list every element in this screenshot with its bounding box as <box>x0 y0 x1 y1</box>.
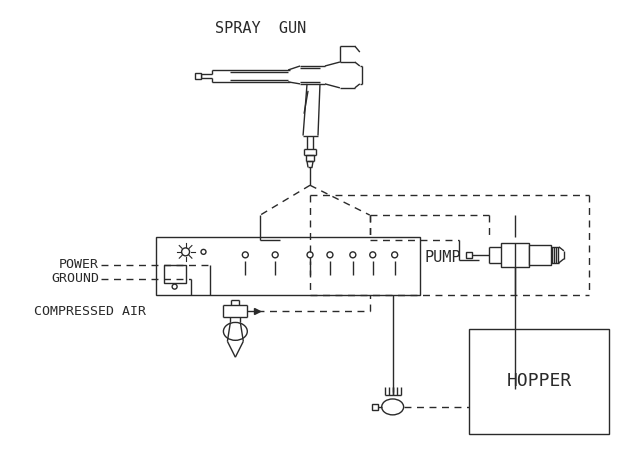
Text: HOPPER: HOPPER <box>506 372 572 390</box>
Ellipse shape <box>272 252 278 258</box>
Bar <box>156 237 420 294</box>
Ellipse shape <box>201 249 206 254</box>
Ellipse shape <box>350 252 356 258</box>
Ellipse shape <box>307 252 313 258</box>
Bar <box>529 245 551 265</box>
Ellipse shape <box>327 252 333 258</box>
Ellipse shape <box>392 252 398 258</box>
Ellipse shape <box>242 252 248 258</box>
Bar <box>501 243 529 267</box>
Text: COMPRESSED AIR: COMPRESSED AIR <box>34 305 146 318</box>
Ellipse shape <box>223 322 248 340</box>
Ellipse shape <box>382 399 404 415</box>
Bar <box>164 265 185 283</box>
Text: POWER: POWER <box>59 258 99 271</box>
Ellipse shape <box>172 284 177 289</box>
Bar <box>469 329 609 434</box>
Text: GROUND: GROUND <box>51 272 99 285</box>
Ellipse shape <box>182 248 189 256</box>
Text: SPRAY  GUN: SPRAY GUN <box>215 21 306 36</box>
Text: PUMP: PUMP <box>425 251 461 265</box>
Ellipse shape <box>370 252 376 258</box>
